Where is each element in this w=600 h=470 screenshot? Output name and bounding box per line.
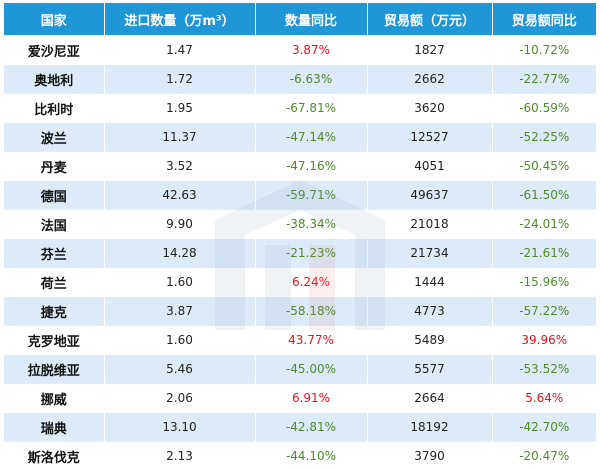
cell-trade-value-yoy: -61.50% [492,181,596,210]
cell-quantity-yoy: -38.34% [255,210,367,239]
cell-trade-value: 5489 [367,326,492,355]
cell-trade-value-yoy: -57.22% [492,297,596,326]
header-import-quantity: 进口数量（万m³） [104,3,255,36]
cell-trade-value: 18192 [367,413,492,442]
cell-trade-value: 2662 [367,65,492,94]
cell-country: 挪威 [4,384,104,413]
header-trade-value: 贸易额（万元） [367,3,492,36]
cell-trade-value: 4773 [367,297,492,326]
cell-quantity-yoy: -6.63% [255,65,367,94]
cell-trade-value: 49637 [367,181,492,210]
cell-quantity-yoy: -47.14% [255,123,367,152]
cell-trade-value: 1444 [367,268,492,297]
cell-trade-value-yoy: -10.72% [492,36,596,65]
cell-country: 奥地利 [4,65,104,94]
cell-quantity-yoy: -59.71% [255,181,367,210]
cell-trade-value: 12527 [367,123,492,152]
cell-trade-value: 5577 [367,355,492,384]
cell-country: 捷克 [4,297,104,326]
cell-country: 芬兰 [4,239,104,268]
cell-quantity-yoy: 6.91% [255,384,367,413]
cell-import-quantity: 2.13 [104,442,255,470]
cell-trade-value-yoy: 5.64% [492,384,596,413]
table-header-row: 国家 进口数量（万m³） 数量同比 贸易额（万元） 贸易额同比 [4,3,596,36]
cell-import-quantity: 3.87 [104,297,255,326]
cell-trade-value: 21018 [367,210,492,239]
cell-trade-value-yoy: -24.01% [492,210,596,239]
cell-trade-value-yoy: -21.61% [492,239,596,268]
cell-country: 斯洛伐克 [4,442,104,470]
cell-trade-value: 1827 [367,36,492,65]
cell-quantity-yoy: 6.24% [255,268,367,297]
cell-quantity-yoy: -21.23% [255,239,367,268]
cell-trade-value: 2664 [367,384,492,413]
cell-import-quantity: 1.95 [104,94,255,123]
cell-import-quantity: 5.46 [104,355,255,384]
cell-country: 荷兰 [4,268,104,297]
cell-country: 德国 [4,181,104,210]
cell-import-quantity: 14.28 [104,239,255,268]
cell-trade-value-yoy: -60.59% [492,94,596,123]
cell-quantity-yoy: -58.18% [255,297,367,326]
cell-quantity-yoy: -47.16% [255,152,367,181]
cell-import-quantity: 13.10 [104,413,255,442]
cell-import-quantity: 42.63 [104,181,255,210]
cell-country: 爱沙尼亚 [4,36,104,65]
cell-quantity-yoy: -67.81% [255,94,367,123]
cell-quantity-yoy: 43.77% [255,326,367,355]
cell-import-quantity: 9.90 [104,210,255,239]
cell-country: 克罗地亚 [4,326,104,355]
cell-quantity-yoy: -42.81% [255,413,367,442]
cell-trade-value-yoy: -22.77% [492,65,596,94]
cell-trade-value-yoy: -20.47% [492,442,596,470]
cell-import-quantity: 1.60 [104,268,255,297]
header-quantity-yoy: 数量同比 [255,3,367,36]
cell-quantity-yoy: 3.87% [255,36,367,65]
cell-country: 瑞典 [4,413,104,442]
cell-country: 波兰 [4,123,104,152]
cell-import-quantity: 1.47 [104,36,255,65]
cell-import-quantity: 3.52 [104,152,255,181]
cell-trade-value: 4051 [367,152,492,181]
cell-import-quantity: 1.60 [104,326,255,355]
cell-trade-value-yoy: -42.70% [492,413,596,442]
cell-country: 法国 [4,210,104,239]
cell-country: 比利时 [4,94,104,123]
cell-import-quantity: 11.37 [104,123,255,152]
cell-import-quantity: 1.72 [104,65,255,94]
cell-country: 丹麦 [4,152,104,181]
header-trade-value-yoy: 贸易额同比 [492,3,596,36]
cell-trade-value-yoy: -52.25% [492,123,596,152]
cell-trade-value: 3790 [367,442,492,470]
cell-trade-value-yoy: -50.45% [492,152,596,181]
cell-trade-value-yoy: -15.96% [492,268,596,297]
cell-import-quantity: 2.06 [104,384,255,413]
header-country: 国家 [4,3,104,36]
cell-quantity-yoy: -44.10% [255,442,367,470]
cell-trade-value: 3620 [367,94,492,123]
cell-trade-value: 21734 [367,239,492,268]
cell-country: 拉脱维亚 [4,355,104,384]
cell-trade-value-yoy: -53.52% [492,355,596,384]
cell-quantity-yoy: -45.00% [255,355,367,384]
cell-trade-value-yoy: 39.96% [492,326,596,355]
